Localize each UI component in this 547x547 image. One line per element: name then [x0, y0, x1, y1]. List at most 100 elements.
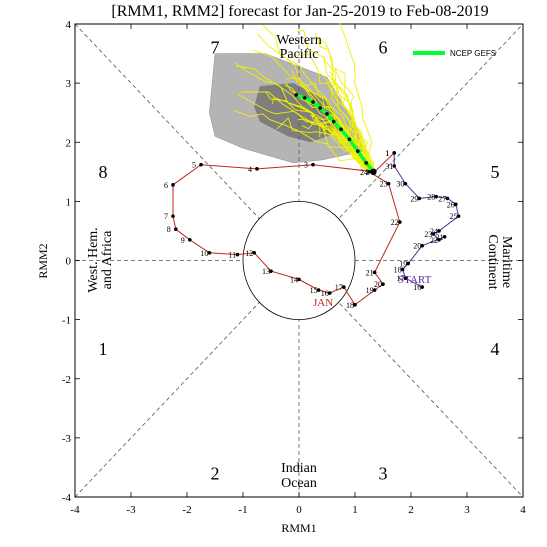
red-track-day-label: 15	[310, 286, 318, 295]
purple-track-point	[437, 238, 441, 242]
red-track-point	[328, 291, 332, 295]
region-left-line2: and Africa	[100, 230, 115, 289]
purple-track-day-label: 23	[424, 230, 432, 239]
legend: NCEP GEFS	[413, 49, 496, 58]
y-tick-label: -2	[62, 374, 71, 386]
red-track-day-label: 6	[164, 181, 168, 190]
red-track-point	[386, 181, 391, 186]
purple-track-point	[437, 229, 441, 233]
spread-inner	[254, 83, 344, 143]
red-track-day-label: 3	[304, 161, 308, 170]
red-track-day-label: 11	[228, 251, 236, 260]
purple-track-point	[434, 194, 439, 199]
y-tick-label: -1	[62, 315, 71, 327]
x-tick-label: -1	[238, 504, 247, 516]
red-track-day-label: 1	[385, 149, 389, 158]
red-track-point	[171, 214, 175, 218]
phase-labels: 1 2 3 4 5 6 7 8	[99, 38, 500, 484]
red-track-point	[353, 303, 357, 307]
red-track-point	[269, 269, 273, 273]
red-track-day-label: 23	[380, 180, 388, 189]
ensemble-member-line	[297, 118, 374, 173]
day-labels: 1617181920212223242526272829303111234567…	[164, 149, 458, 310]
red-track-point	[392, 151, 397, 155]
region-right-line2: Continent	[485, 234, 500, 289]
purple-track-day-label: 1	[385, 149, 389, 158]
y-tick-label: 2	[66, 137, 72, 149]
red-track-day-label: 22	[391, 218, 399, 227]
forecast-mean-point	[294, 93, 299, 97]
red-track-point	[252, 251, 256, 255]
red-track-point	[372, 288, 377, 292]
phase-label-1: 1	[99, 339, 108, 359]
forecast-mean-point	[347, 137, 352, 142]
ensemble-member-line	[295, 53, 374, 172]
forecast-mean-point	[325, 112, 329, 116]
region-bottom-line2: Ocean	[281, 476, 317, 491]
red-track-day-label: 4	[248, 165, 252, 174]
phase-label-4: 4	[491, 339, 500, 359]
region-top-line1: Western	[276, 33, 322, 48]
purple-track-day-label: 24	[430, 227, 438, 236]
phase-label-8: 8	[99, 162, 108, 182]
region-top-line2: Pacific	[280, 47, 319, 62]
red-track-point	[174, 227, 178, 231]
plot-area: 1617181920212223242526272829303111234567…	[62, 19, 526, 516]
purple-track-day-label: 31	[385, 162, 393, 171]
red-track-day-label: 8	[167, 225, 171, 234]
red-track-point	[188, 238, 192, 242]
region-labels: Western Pacific Indian Ocean West. Hem. …	[86, 33, 514, 491]
purple-track-day-label: 19	[399, 259, 407, 268]
forecast-mean-point	[318, 106, 323, 110]
purple-track-point	[400, 267, 405, 272]
purple-track-day-label: 30	[396, 180, 404, 189]
forecast-mean-point	[302, 96, 307, 100]
ensemble-member-line	[339, 23, 374, 172]
ensemble-member-line	[271, 97, 374, 172]
x-tick-label: 3	[464, 504, 470, 516]
red-track-point	[297, 277, 301, 282]
purple-track-day-label: 20	[413, 242, 421, 251]
purple-track-point	[403, 181, 408, 186]
forecast-mean-point	[364, 161, 369, 165]
purple-track-day-label: 28	[427, 193, 435, 202]
red-track-day-label: 10	[200, 249, 208, 258]
red-track-day-label: 20	[374, 280, 382, 289]
purple-track-point	[406, 261, 411, 266]
red-track-day-label: 14	[290, 275, 298, 284]
ensemble-member-line	[316, 38, 374, 173]
legend-label: NCEP GEFS	[450, 49, 496, 58]
purple-track-point	[454, 202, 458, 207]
red-track-day-label: 13	[262, 267, 270, 276]
purple-track-day-label: 26	[447, 200, 455, 209]
red-track-day-label: 24	[360, 168, 368, 177]
purple-track-day-label: 18	[394, 265, 402, 274]
forecast-mean-point	[356, 149, 360, 153]
ensemble-member-line	[236, 65, 374, 173]
ensemble-member-line	[291, 69, 374, 173]
purple-track-day-label: 16	[413, 283, 421, 292]
purple-track-point	[456, 214, 461, 218]
chart-title: [RMM1, RMM2] forecast for Jan-25-2019 to…	[111, 3, 488, 20]
unit-circle	[242, 200, 356, 321]
purple-track-point	[420, 285, 425, 289]
phase-label-6: 6	[379, 38, 388, 58]
red-track-point	[199, 162, 203, 167]
red-track-day-label: 9	[181, 236, 185, 245]
red-track-line	[172, 152, 401, 306]
purple-track-day-label: 22	[430, 236, 438, 245]
purple-track-day-label: 17	[396, 274, 404, 283]
red-track-point	[316, 288, 321, 292]
red-track-point	[372, 270, 377, 275]
x-tick-label: -3	[126, 504, 136, 516]
red-track-point	[207, 251, 212, 255]
ensemble-member-line	[326, 81, 374, 173]
ensemble-members	[234, 23, 375, 173]
x-tick-label: 0	[296, 504, 302, 516]
y-tick-label: 1	[66, 196, 72, 208]
phase-label-2: 2	[211, 463, 220, 483]
purple-track-day-label: 21	[436, 233, 444, 242]
purple-track-point	[445, 196, 450, 201]
red-track-day-label: 17	[335, 283, 343, 292]
purple-track-day-label: 29	[410, 194, 418, 203]
